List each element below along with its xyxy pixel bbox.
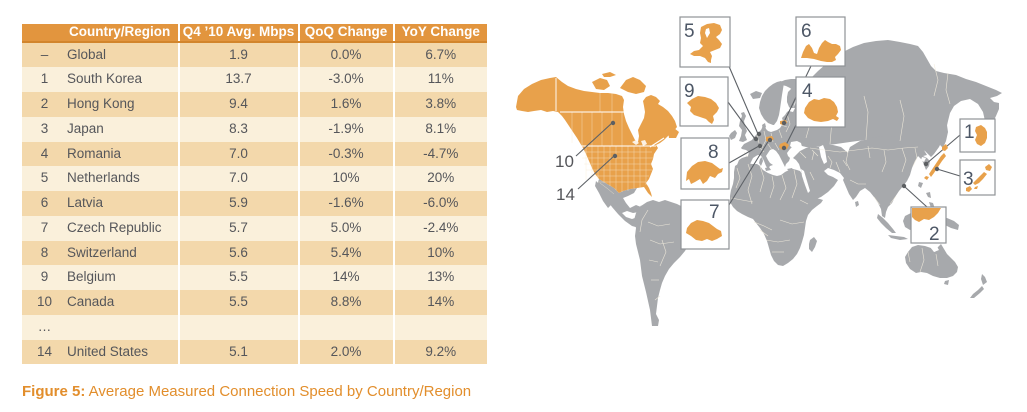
- svg-text:5: 5: [684, 21, 695, 42]
- svg-text:1: 1: [964, 122, 975, 143]
- svg-text:3: 3: [963, 169, 974, 190]
- svg-text:14: 14: [556, 185, 575, 204]
- svg-text:9: 9: [684, 81, 695, 102]
- svg-text:7: 7: [709, 202, 720, 223]
- svg-text:10: 10: [555, 152, 574, 171]
- svg-text:2: 2: [929, 224, 940, 245]
- svg-text:6: 6: [801, 21, 812, 42]
- svg-text:8: 8: [708, 142, 719, 163]
- svg-text:4: 4: [802, 81, 813, 102]
